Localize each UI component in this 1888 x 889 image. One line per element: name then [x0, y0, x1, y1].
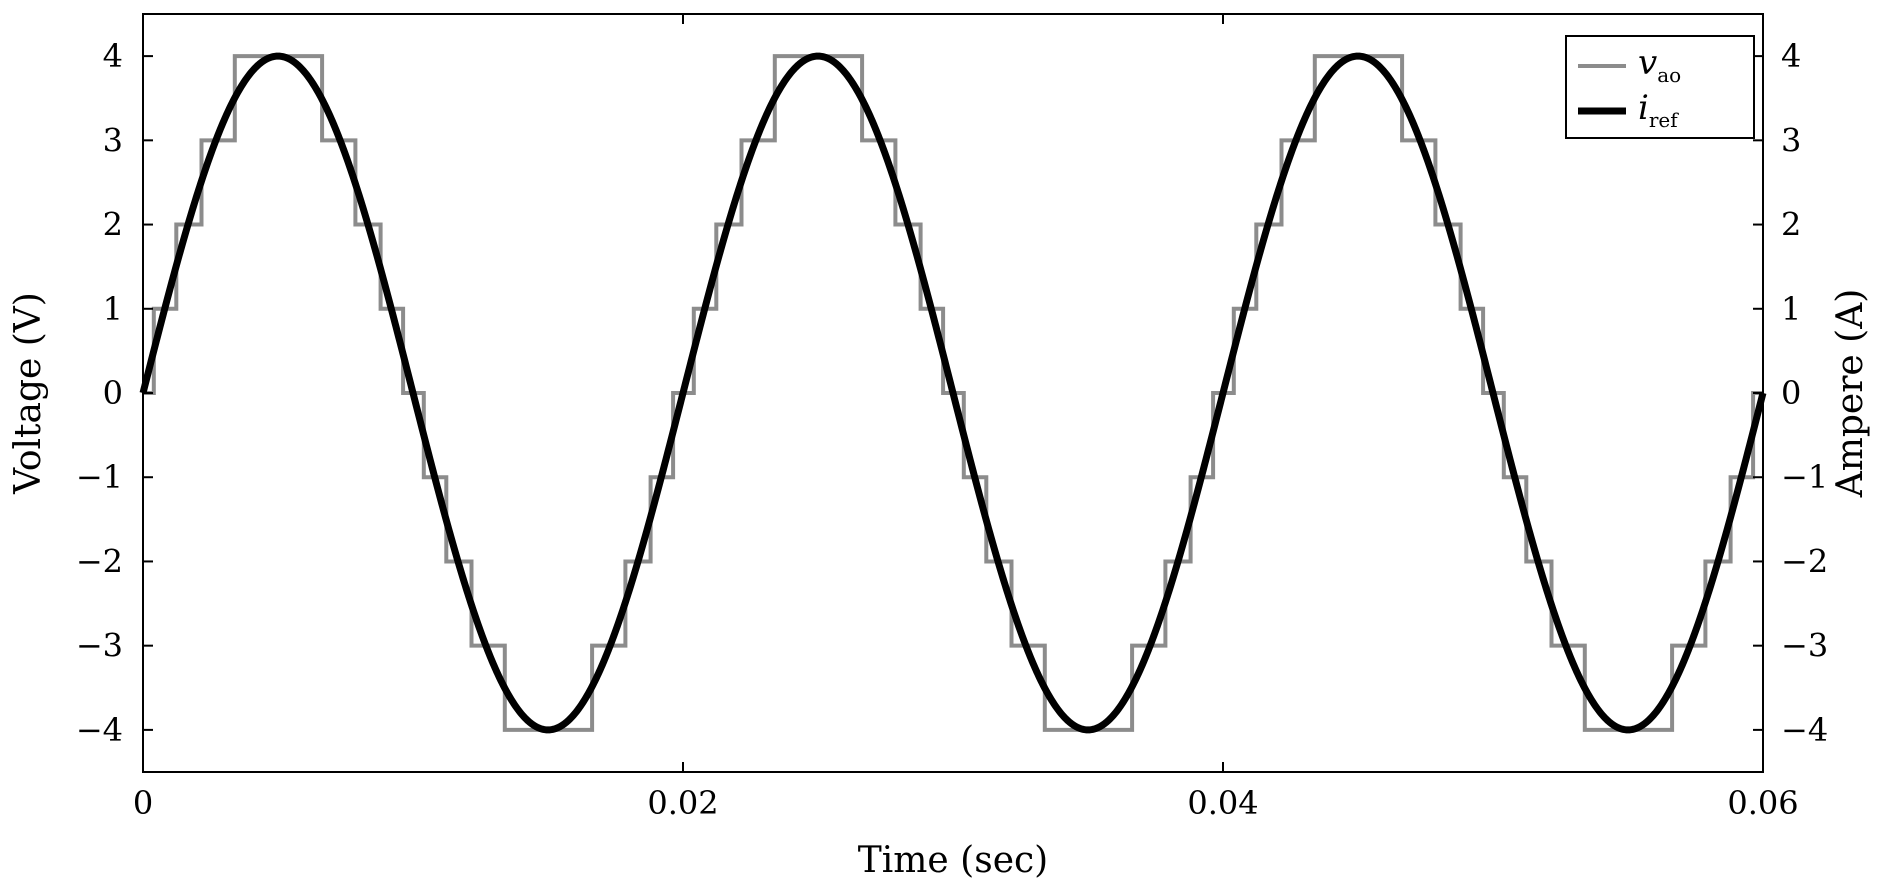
x-tick-label: 0.04 — [1187, 784, 1258, 822]
ticks-layer: 0 0.02 0.04 0.06 4 4 3 3 2 2 1 1 0 0 −1 −1 −2 −2 −3 −3 −4 −4 — [76, 14, 1828, 822]
y-tick-label-left: 3 — [103, 121, 123, 159]
y-tick-label-right: 0 — [1781, 374, 1801, 412]
y-tick-label-left: 1 — [103, 290, 123, 328]
legend-label-vao: vao — [1638, 43, 1681, 87]
y-axis-title-right: Ampere (A) — [1830, 289, 1871, 499]
series-line-iref — [139, 52, 1767, 734]
y-tick-label-right: −3 — [1781, 627, 1828, 665]
y-tick-label-left: 0 — [103, 374, 123, 412]
legend-box — [1565, 35, 1755, 139]
legend-label-vao-sub: ao — [1657, 63, 1681, 87]
y-tick-label-left: −1 — [76, 458, 123, 496]
y-tick-label-right: 4 — [1781, 37, 1801, 75]
y-tick-label-right: 3 — [1781, 121, 1801, 159]
y-tick-label-left: −3 — [76, 627, 123, 665]
legend-label-iref-sub: ref — [1649, 108, 1679, 132]
x-tick-label: 0.02 — [647, 784, 718, 822]
x-tick-label: 0.06 — [1727, 784, 1798, 822]
legend-label-iref: iref — [1638, 88, 1679, 132]
y-tick-label-right: 2 — [1781, 206, 1801, 244]
x-axis-title: Time (sec) — [858, 840, 1048, 881]
legend: vao iref — [1565, 35, 1755, 139]
series-layer — [139, 52, 1767, 734]
y-tick-label-right: −2 — [1781, 542, 1828, 580]
x-tick-label: 0 — [133, 784, 153, 822]
y-tick-label-right: 1 — [1781, 290, 1801, 328]
y-tick-label-right: −1 — [1781, 458, 1828, 496]
legend-label-iref-main: i — [1638, 88, 1649, 128]
y-tick-label-right: −4 — [1781, 711, 1828, 749]
y-tick-label-left: −2 — [76, 542, 123, 580]
y-tick-label-left: −4 — [76, 711, 123, 749]
y-tick-label-left: 4 — [103, 37, 123, 75]
legend-label-vao-main: v — [1638, 43, 1657, 83]
y-tick-label-left: 2 — [103, 206, 123, 244]
y-axis-title-left: Voltage (V) — [8, 292, 49, 495]
